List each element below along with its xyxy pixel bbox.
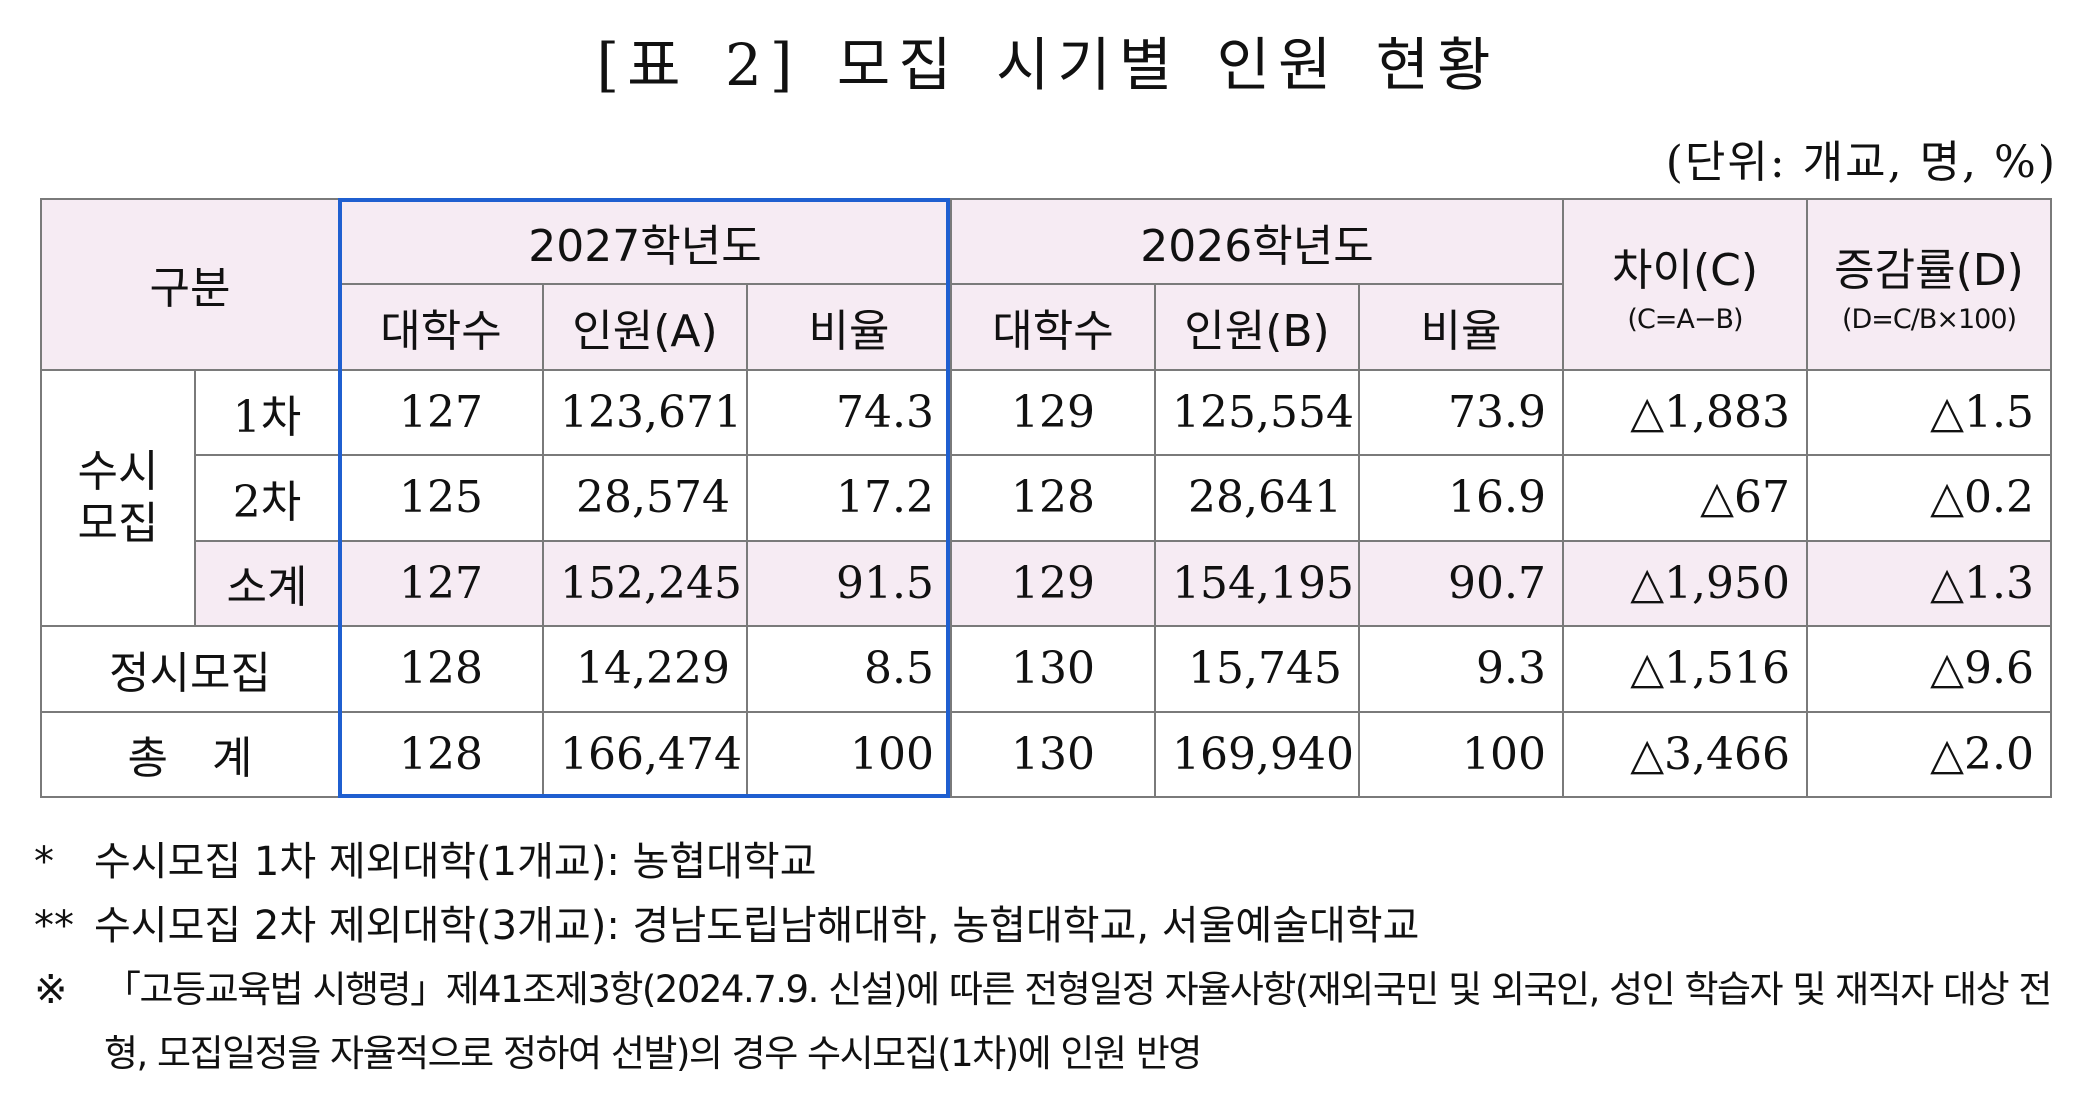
footnotes: * 수시모집 1차 제외대학(1개교): 농협대학교 ** 수시모집 2차 제외대학… bbox=[34, 830, 2064, 1086]
cell-ratio-2026: 90.7 bbox=[1358, 539, 1564, 628]
cell-diff: 67 bbox=[1562, 454, 1808, 542]
footnote-1: * 수시모집 1차 제외대학(1개교): 농협대학교 bbox=[34, 830, 2064, 894]
cell-rate-value: 0.2 bbox=[1964, 472, 2034, 524]
recruitment-table: 구분 2027학년도 2026학년도 차이(C) (C=A−B) 증감률(D) … bbox=[40, 197, 2052, 799]
cell-ratio-2027: 8.5 bbox=[746, 625, 952, 713]
cell-people-2027: 28,574 bbox=[542, 454, 748, 542]
header-diff-formula: (C=A−B) bbox=[1627, 303, 1743, 335]
table-title: [표 2] 모집 시기별 인원 현황 bbox=[596, 31, 1499, 99]
subheader-2026-people: 인원(B) bbox=[1154, 283, 1360, 371]
cell-ratio-2027: 91.5 bbox=[746, 539, 952, 628]
cell-rate: 1.3 bbox=[1806, 539, 2052, 628]
cell-diff-value: 1,950 bbox=[1664, 557, 1790, 609]
cell-rate-value: 2.0 bbox=[1964, 728, 2034, 780]
header-rate-formula: (D=C/B×100) bbox=[1841, 303, 2017, 335]
subheader-2027-people: 인원(A) bbox=[542, 283, 748, 371]
cell-diff: 1,516 bbox=[1562, 625, 1808, 713]
cell-units-2026: 130 bbox=[950, 710, 1156, 799]
decrease-triangle-icon bbox=[1930, 558, 1964, 609]
cell-rate: 9.6 bbox=[1806, 625, 2052, 713]
row-label: 소계 bbox=[194, 539, 340, 628]
header-diff: 차이(C) (C=A−B) bbox=[1562, 198, 1808, 371]
cell-rate: 2.0 bbox=[1806, 710, 2052, 799]
footnote-mark: * bbox=[34, 839, 54, 885]
table-row: 정시모집 128 14,229 8.5 130 15,745 9.3 1,516… bbox=[40, 625, 2052, 713]
footnote-3: ※ 「고등교육법 시행령」제41조제3항(2024.7.9. 신설)에 따른 전형… bbox=[34, 958, 2064, 1086]
subheader-2027-ratio: 비율 bbox=[746, 283, 952, 371]
cell-people-2026: 154,195 bbox=[1154, 539, 1360, 628]
decrease-triangle-icon bbox=[1930, 387, 1964, 438]
header-2026: 2026학년도 bbox=[950, 197, 1564, 286]
header-rate: 증감률(D) (D=C/B×100) bbox=[1806, 198, 2052, 371]
group-susi-label: 수시 모집 bbox=[40, 368, 196, 628]
table-row: 수시 모집 1차 127 123,671 74.3 129 125,554 73… bbox=[40, 368, 2052, 628]
cell-people-2026: 15,745 bbox=[1154, 625, 1360, 713]
row-label: 1차 bbox=[194, 368, 340, 457]
cell-people-2026: 169,940 bbox=[1154, 710, 1360, 799]
cell-units-2027: 127 bbox=[338, 539, 544, 628]
cell-units-2027: 127 bbox=[338, 368, 544, 457]
cell-people-2027: 123,671 bbox=[542, 368, 748, 457]
footnote-mark: ※ bbox=[34, 967, 68, 1013]
cell-rate: 1.5 bbox=[1806, 368, 2052, 457]
footnote-text: 수시모집 2차 제외대학(3개교): 경남도립남해대학, 농협대학교, 서울예술… bbox=[94, 903, 1420, 949]
footnote-2: ** 수시모집 2차 제외대학(3개교): 경남도립남해대학, 농협대학교, 서울… bbox=[34, 894, 2064, 958]
decrease-triangle-icon bbox=[1930, 729, 1964, 780]
cell-diff-value: 67 bbox=[1734, 472, 1790, 524]
cell-rate-value: 9.6 bbox=[1964, 643, 2034, 695]
row-label: 정시모집 bbox=[40, 625, 340, 713]
cell-ratio-2027: 74.3 bbox=[746, 368, 952, 457]
decrease-triangle-icon bbox=[1700, 472, 1734, 523]
cell-ratio-2026: 16.9 bbox=[1358, 454, 1564, 542]
decrease-triangle-icon bbox=[1630, 643, 1664, 694]
row-label: 2차 bbox=[194, 454, 340, 542]
table-row: 2차 125 28,574 17.2 128 28,641 16.9 67 0.… bbox=[41, 454, 2052, 542]
subheader-2027-units: 대학수 bbox=[338, 283, 544, 371]
decrease-triangle-icon bbox=[1630, 729, 1664, 780]
cell-diff-value: 1,516 bbox=[1664, 643, 1790, 695]
decrease-triangle-icon bbox=[1930, 643, 1964, 694]
decrease-triangle-icon bbox=[1930, 472, 1964, 523]
header-2027: 2027학년도 bbox=[338, 197, 952, 286]
table-row-subtotal: 소계 127 152,245 91.5 129 154,195 90.7 1,9… bbox=[41, 539, 2052, 628]
cell-people-2026: 28,641 bbox=[1154, 454, 1360, 542]
subheader-2026-ratio: 비율 bbox=[1358, 283, 1564, 371]
footnote-text: 수시모집 1차 제외대학(1개교): 농협대학교 bbox=[94, 839, 817, 885]
cell-people-2027: 166,474 bbox=[542, 710, 748, 799]
cell-ratio-2026: 100 bbox=[1358, 710, 1564, 799]
decrease-triangle-icon bbox=[1630, 387, 1664, 438]
cell-diff: 1,950 bbox=[1562, 539, 1808, 628]
cell-diff-value: 1,883 bbox=[1664, 387, 1790, 439]
cell-ratio-2027: 17.2 bbox=[746, 454, 952, 542]
cell-units-2027: 125 bbox=[338, 454, 544, 542]
cell-units-2026: 129 bbox=[950, 368, 1156, 457]
cell-units-2027: 128 bbox=[338, 710, 544, 799]
cell-people-2026: 125,554 bbox=[1154, 368, 1360, 457]
unit-label: (단위: 개교, 명, %) bbox=[1665, 137, 2057, 188]
table-row-total: 총 계 128 166,474 100 130 169,940 100 3,46… bbox=[40, 710, 2052, 799]
cell-diff: 3,466 bbox=[1562, 710, 1808, 799]
cell-units-2027: 128 bbox=[338, 625, 544, 713]
cell-units-2026: 130 bbox=[950, 625, 1156, 713]
cell-people-2027: 14,229 bbox=[542, 625, 748, 713]
footnote-mark: ** bbox=[34, 903, 74, 949]
cell-rate-value: 1.5 bbox=[1964, 387, 2034, 439]
cell-units-2026: 129 bbox=[950, 539, 1156, 628]
cell-diff: 1,883 bbox=[1562, 368, 1808, 457]
cell-ratio-2027: 100 bbox=[746, 710, 952, 799]
header-rate-label: 증감률(D) bbox=[1834, 244, 2024, 296]
row-label: 총 계 bbox=[40, 710, 340, 799]
subheader-2026-units: 대학수 bbox=[950, 283, 1156, 371]
cell-ratio-2026: 73.9 bbox=[1358, 368, 1564, 457]
cell-rate: 0.2 bbox=[1806, 454, 2052, 542]
header-category: 구분 bbox=[40, 198, 340, 371]
cell-ratio-2026: 9.3 bbox=[1358, 625, 1564, 713]
cell-diff-value: 3,466 bbox=[1664, 728, 1790, 780]
cell-units-2026: 128 bbox=[950, 454, 1156, 542]
decrease-triangle-icon bbox=[1630, 558, 1664, 609]
footnote-text: 「고등교육법 시행령」제41조제3항(2024.7.9. 신설)에 따른 전형일… bbox=[104, 968, 2052, 1075]
header-diff-label: 차이(C) bbox=[1611, 244, 1758, 296]
cell-people-2027: 152,245 bbox=[542, 539, 748, 628]
cell-rate-value: 1.3 bbox=[1964, 557, 2034, 609]
